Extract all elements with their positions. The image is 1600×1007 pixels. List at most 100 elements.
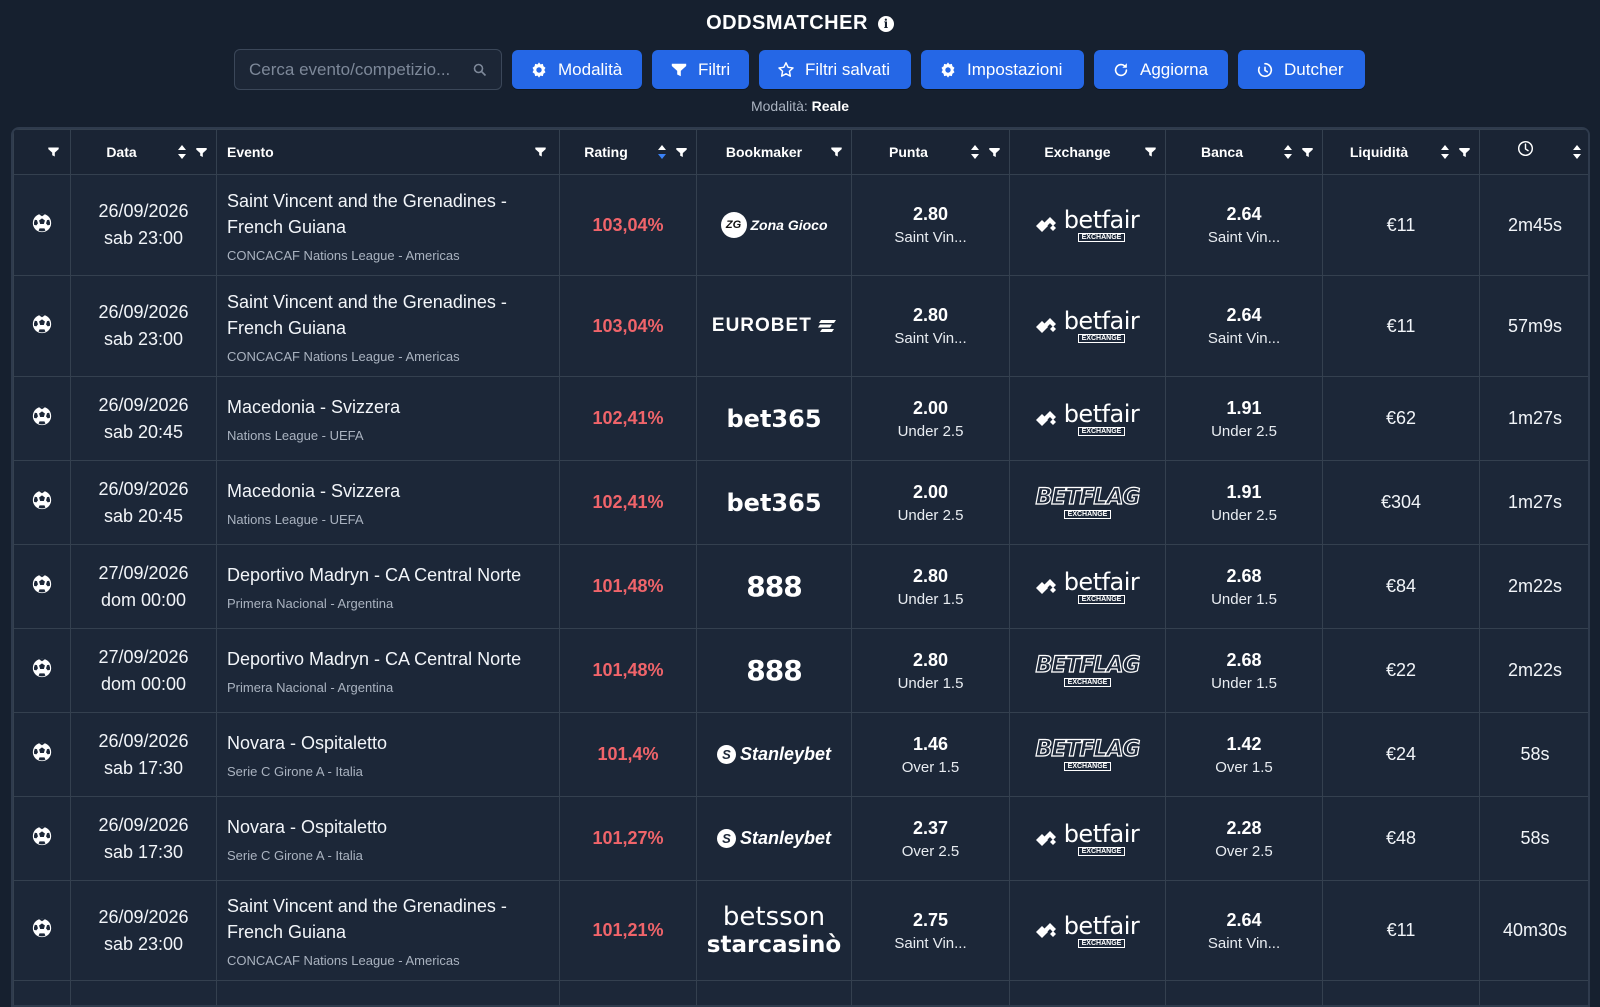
- bookmaker-cell[interactable]: 888: [697, 545, 852, 629]
- header-liquidity-label: Liquidità: [1350, 144, 1408, 160]
- header-lay[interactable]: Banca: [1166, 130, 1323, 175]
- header-date[interactable]: Data: [71, 130, 217, 175]
- filter-icon[interactable]: [534, 146, 547, 159]
- sort-icon[interactable]: [177, 144, 187, 160]
- filter-icon[interactable]: [675, 146, 688, 159]
- event-name[interactable]: Deportivo Madryn - CA Central Norte: [227, 646, 559, 672]
- liquidity-cell: €84: [1323, 545, 1480, 629]
- event-name[interactable]: Novara - Ospitaletto: [227, 814, 559, 840]
- event-cell[interactable]: Saint Vincent and the Grenadines - Frenc…: [217, 276, 560, 377]
- sort-icon[interactable]: [1572, 144, 1582, 160]
- bookmaker-cell[interactable]: EUROBET: [697, 276, 852, 377]
- liquidity-value: €48: [1386, 828, 1416, 848]
- filter-icon[interactable]: [1144, 146, 1157, 159]
- event-date: 26/09/2026: [71, 392, 216, 419]
- event-cell[interactable]: Saint Vincent and the Grenadines - Frenc…: [217, 881, 560, 981]
- header-back[interactable]: Punta: [852, 130, 1010, 175]
- event-name[interactable]: Macedonia - Svizzera: [227, 394, 559, 420]
- event-cell[interactable]: Saint Vincent and the Grenadines - Frenc…: [217, 175, 560, 276]
- mode-button[interactable]: Modalità: [512, 50, 642, 89]
- dutcher-button[interactable]: Dutcher: [1238, 50, 1365, 89]
- bookmaker-cell[interactable]: 888: [697, 629, 852, 713]
- refresh-button[interactable]: Aggiorna: [1094, 50, 1228, 89]
- filter-icon[interactable]: [195, 146, 208, 159]
- sort-desc-icon[interactable]: [657, 144, 667, 160]
- event-name[interactable]: Novara - Ospitaletto: [227, 730, 559, 756]
- sort-icon[interactable]: [970, 144, 980, 160]
- event-name[interactable]: Saint Vincent and the Grenadines - Frenc…: [227, 893, 559, 945]
- filters-button[interactable]: Filtri: [652, 50, 749, 89]
- header-exchange[interactable]: Exchange: [1010, 130, 1166, 175]
- filter-icon[interactable]: [47, 146, 60, 159]
- filter-icon[interactable]: [1458, 146, 1471, 159]
- header-liquidity[interactable]: Liquidità: [1323, 130, 1480, 175]
- sort-icon[interactable]: [1440, 144, 1450, 160]
- event-name[interactable]: Saint Vincent and the Grenadines - Frenc…: [227, 289, 559, 341]
- filter-icon[interactable]: [830, 146, 843, 159]
- header-event[interactable]: Evento: [217, 130, 560, 175]
- filter-icon[interactable]: [1301, 146, 1314, 159]
- header-bookmaker[interactable]: Bookmaker: [697, 130, 852, 175]
- header-rating[interactable]: Rating: [560, 130, 697, 175]
- sort-icon[interactable]: [1283, 144, 1293, 160]
- search-icon[interactable]: [473, 63, 487, 77]
- bookmaker-cell[interactable]: bet365: [697, 377, 852, 461]
- saved-filters-button[interactable]: Filtri salvati: [759, 50, 911, 89]
- event-name[interactable]: Saint Vincent and the Grenadines - Frenc…: [227, 188, 559, 240]
- settings-button[interactable]: Impostazioni: [921, 50, 1084, 89]
- search-input[interactable]: [249, 60, 459, 80]
- event-name[interactable]: Deportivo Madryn - CA Central Norte: [227, 562, 559, 588]
- info-icon[interactable]: i: [878, 16, 894, 32]
- filter-icon[interactable]: [988, 146, 1001, 159]
- bookmaker-cell[interactable]: bet365: [697, 461, 852, 545]
- header-updated[interactable]: [1480, 130, 1591, 175]
- event-name[interactable]: Macedonia - Svizzera: [227, 478, 559, 504]
